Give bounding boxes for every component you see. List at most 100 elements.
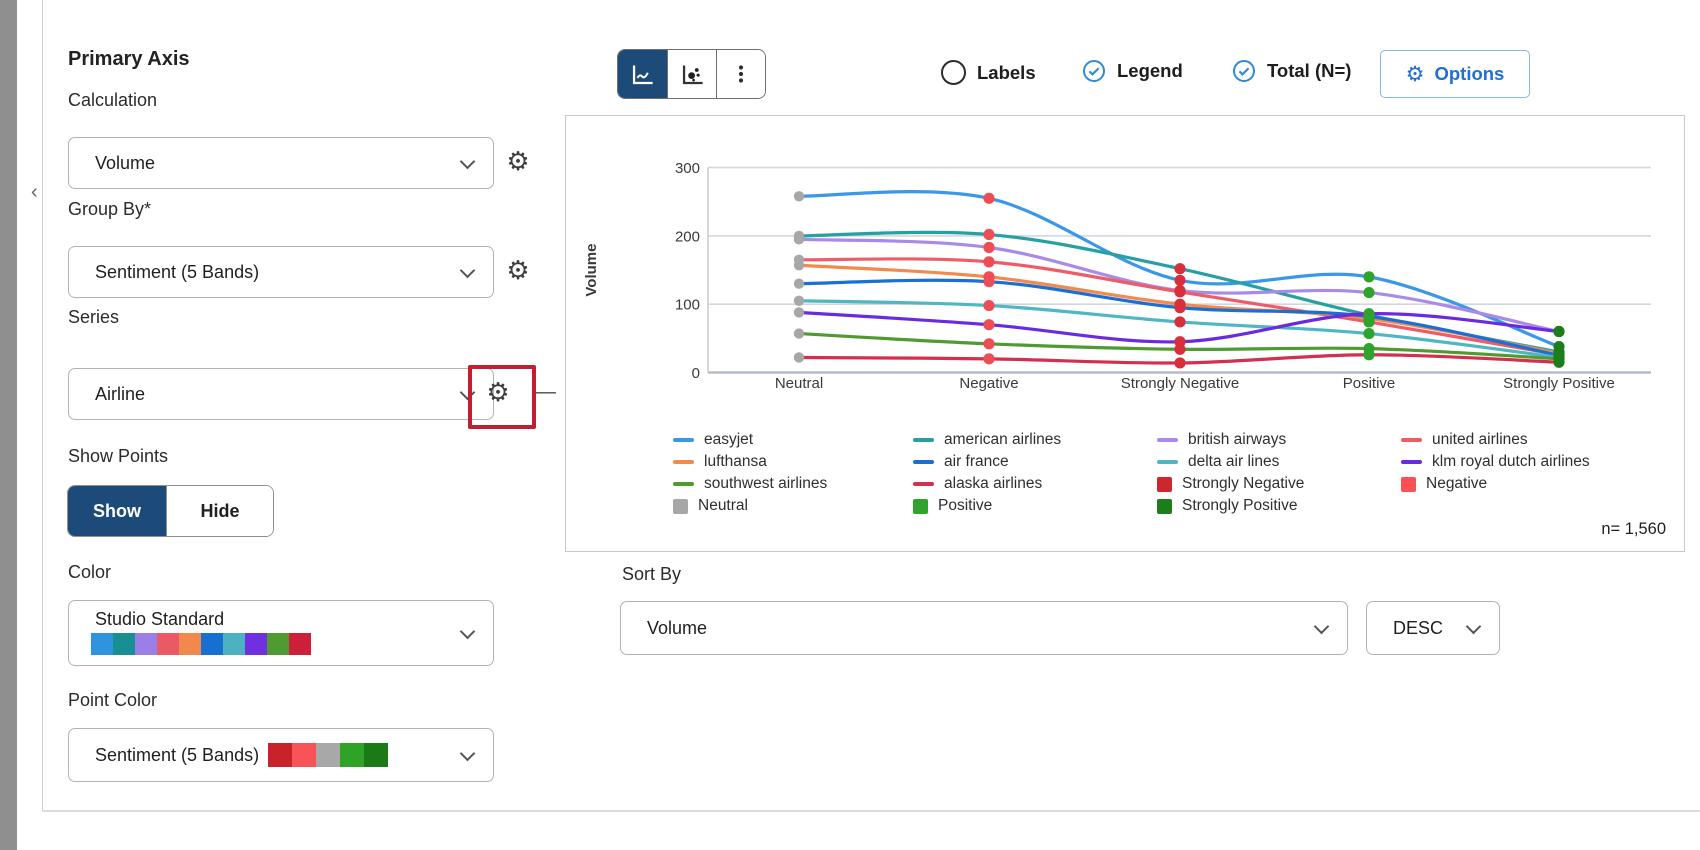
legend-square-swatch [1157, 476, 1172, 492]
svg-text:0: 0 [692, 365, 700, 382]
chevron-down-icon [1465, 618, 1482, 635]
more-options-button[interactable] [716, 50, 765, 98]
calculation-dropdown[interactable]: Volume [68, 137, 494, 189]
legend-item-label: klm royal dutch airlines [1432, 453, 1590, 470]
svg-text:100: 100 [675, 297, 700, 314]
legend-item: delta air lines [1157, 451, 1304, 473]
group-by-label: Group By* [68, 199, 152, 219]
svg-text:Positive: Positive [1343, 375, 1396, 392]
legend-item: air france [913, 451, 1061, 473]
options-button-label: Options [1434, 63, 1505, 84]
sort-by-value: Volume [647, 617, 708, 638]
svg-text:Strongly Positive: Strongly Positive [1503, 375, 1615, 392]
options-button[interactable]: ⚙ Options [1380, 50, 1530, 98]
legend-item: lufthansa [673, 451, 827, 473]
scatter-chart-icon [682, 65, 703, 84]
sort-by-dropdown[interactable]: Volume [620, 601, 1348, 655]
panel-collapse-icon[interactable]: ‹ [31, 181, 38, 203]
legend-item: british airways [1157, 429, 1304, 451]
point-color-label: Point Color [68, 690, 158, 710]
legend-item-label: british airways [1188, 431, 1287, 448]
legend-item: Strongly Negative [1157, 473, 1304, 495]
legend-line-swatch [913, 438, 934, 442]
scatter-chart-button[interactable] [667, 50, 716, 98]
legend-item-label: Negative [1426, 475, 1488, 492]
legend-column: easyjet lufthansa southwest airlines Neutra… [673, 429, 827, 517]
legend-item-label: alaska airlines [944, 475, 1043, 492]
palette-swatch [113, 633, 135, 655]
legend-item-label: Positive [938, 497, 993, 514]
legend-line-swatch [1401, 460, 1422, 464]
sort-direction-value: DESC [1393, 617, 1444, 638]
legend-square-swatch [913, 498, 928, 514]
svg-text:300: 300 [675, 160, 700, 177]
series-label: Series [68, 307, 120, 327]
palette-swatch [292, 743, 317, 767]
palette-swatch [135, 633, 157, 655]
gear-icon: ⚙ [1405, 62, 1425, 86]
legend-square-swatch [673, 498, 688, 514]
legend-item: american airlines [913, 429, 1061, 451]
chevron-down-icon [459, 153, 476, 170]
remove-series-button[interactable]: — [536, 381, 556, 403]
svg-text:Strongly Negative: Strongly Negative [1121, 375, 1239, 392]
chevron-down-icon [459, 384, 476, 401]
legend-item-label: southwest airlines [704, 475, 828, 492]
calculation-settings-button[interactable]: ⚙ [501, 145, 535, 179]
legend-item: alaska airlines [913, 473, 1061, 495]
calculation-value: Volume [95, 152, 156, 173]
palette-swatch [340, 743, 365, 767]
legend-item-label: air france [944, 453, 1009, 470]
legend-item-label: lufthansa [704, 453, 767, 470]
check-circle-icon [1083, 60, 1105, 82]
legend-toggle[interactable]: Legend [1082, 59, 1183, 83]
color-value: Studio Standard [95, 609, 225, 629]
legend-item: Positive [913, 495, 1061, 517]
total-n-label: n= 1,560 [1601, 520, 1666, 538]
chevron-down-icon [459, 623, 476, 640]
legend-item: united airlines [1401, 429, 1590, 451]
chevron-down-icon [459, 745, 476, 762]
kebab-menu-icon [738, 65, 744, 83]
show-button[interactable]: Show [68, 486, 166, 536]
sort-direction-select[interactable]: DESC [1366, 601, 1500, 655]
line-chart-button[interactable] [618, 50, 667, 98]
calculation-label: Calculation [68, 90, 158, 110]
legend-item-label: Strongly Positive [1182, 497, 1298, 514]
chart-type-switcher [617, 49, 766, 99]
series-value: Airline [95, 383, 146, 404]
palette-swatch [268, 743, 293, 767]
legend-item: Negative [1401, 473, 1590, 495]
svg-text:Negative: Negative [959, 375, 1018, 392]
total-toggle[interactable]: Total (N=) [1232, 59, 1351, 83]
point-color-dropdown[interactable]: Sentiment (5 Bands) [68, 728, 494, 782]
hide-button[interactable]: Hide [166, 486, 273, 536]
color-palette-swatches [91, 633, 311, 655]
legend-line-swatch [673, 460, 694, 464]
legend-line-swatch [913, 482, 934, 486]
sort-by-label: Sort By [622, 564, 682, 584]
color-dropdown[interactable]: Studio Standard [68, 600, 494, 666]
total-toggle-label: Total (N=) [1267, 60, 1352, 81]
legend-square-swatch [1157, 498, 1172, 514]
palette-swatch [223, 633, 245, 655]
palette-swatch [201, 633, 223, 655]
chart-card: 0 100 200 300 Volume Neutral Negative Strongly … [565, 115, 1685, 552]
legend-line-swatch [673, 482, 694, 486]
legend-column: united airlines klm royal dutch airlines N… [1401, 429, 1590, 495]
check-circle-icon [1233, 60, 1255, 82]
legend-item-label: united airlines [1432, 431, 1528, 448]
point-color-value: Sentiment (5 Bands) [95, 744, 260, 765]
series-dropdown[interactable]: Airline [68, 368, 494, 420]
palette-swatch [364, 743, 389, 767]
primary-axis-title: Primary Axis [68, 48, 190, 70]
show-points-toggle: Show Hide [67, 485, 274, 537]
series-settings-button[interactable]: ⚙ [481, 376, 515, 410]
group-by-dropdown[interactable]: Sentiment (5 Bands) [68, 246, 494, 298]
group-by-settings-button[interactable]: ⚙ [501, 254, 535, 288]
legend-toggle-label: Legend [1117, 60, 1183, 81]
labels-toggle[interactable]: Labels [941, 60, 1036, 85]
legend-item: southwest airlines [673, 473, 827, 495]
palette-swatch [91, 633, 113, 655]
